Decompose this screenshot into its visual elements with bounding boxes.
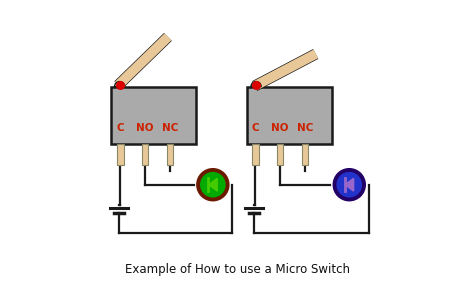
Text: NO: NO [136,123,154,133]
Text: NC: NC [162,123,178,133]
Bar [247,87,332,144]
Text: NO: NO [271,123,288,133]
Circle shape [198,170,228,199]
Polygon shape [345,178,354,191]
Bar [276,144,283,165]
Text: NC: NC [297,123,313,133]
Bar [302,144,309,165]
Wedge shape [251,82,261,87]
Text: C: C [117,123,124,133]
Bar [110,87,196,144]
Bar [142,144,148,165]
Wedge shape [115,82,125,87]
Bar [167,144,173,165]
Bar [252,144,259,165]
Polygon shape [209,178,217,191]
Bar [118,144,124,165]
Circle shape [335,170,364,199]
Text: C: C [252,123,259,133]
Text: Example of How to use a Micro Switch: Example of How to use a Micro Switch [125,263,349,276]
